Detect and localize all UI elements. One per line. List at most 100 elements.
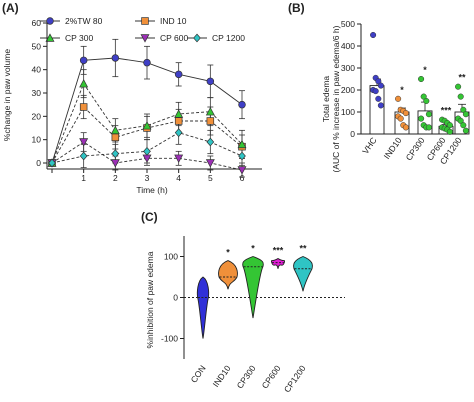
panel-b-x-tick-label: IND10 <box>382 135 404 161</box>
panel-c-violins: CON * IND10 * CP300 *** CP600 ** CP1200 <box>189 244 313 394</box>
panel-c-significance: * <box>251 244 255 254</box>
panel-a-data-point <box>111 133 120 142</box>
panel-b-x-tick-label: CP300 <box>404 135 427 162</box>
legend-label: CP 300 <box>65 33 93 43</box>
panel-b-ylabel-line1: Total edema <box>321 76 331 123</box>
panel-b-data-point <box>455 83 462 90</box>
panel-a-data-point <box>142 121 152 130</box>
panel-b-data-point <box>462 111 469 118</box>
panel-a-xlabel: Time (h) <box>136 185 167 195</box>
panel-b-y-tick-label: 100 <box>341 107 355 117</box>
panel-b-data-point <box>457 93 464 100</box>
panel-b-data-point <box>423 97 430 105</box>
panel-c-violin <box>270 258 286 269</box>
panel-a-series <box>47 38 247 178</box>
panel-a-data-point <box>174 70 183 79</box>
panel-c-significance: * <box>226 248 230 258</box>
panel-c-violin <box>242 256 264 319</box>
legend-label: CP 1200 <box>212 33 245 43</box>
panel-c-significance: *** <box>273 246 284 256</box>
legend-marker <box>45 33 55 42</box>
panel-b-y-tick-label: 200 <box>341 85 355 95</box>
panel-b-data-point <box>420 93 427 100</box>
panel-a-x-tick-label: 6 <box>240 173 245 183</box>
panel-b-bars: VHC*IND10*CP300***CP600**CP1200 <box>360 31 470 166</box>
panel-a-data-point <box>79 138 89 147</box>
panel-a-y-tick-label: 40 <box>32 65 42 75</box>
panel-b-data-point <box>375 78 382 85</box>
panel-a-ylabel: %change in paw volume <box>2 49 12 141</box>
panel-b-data-point <box>460 122 467 129</box>
legend-label: IND 10 <box>160 16 187 26</box>
panel-b-data-point <box>402 110 409 117</box>
panel-c-y-tick-label: -100 <box>161 334 178 344</box>
panel-c: (C) -100 0 100 CON * IND10 * CP300 *** CP600 ** CP… <box>141 210 345 394</box>
panel-a-data-point <box>143 58 151 67</box>
panel-a-data-point <box>79 151 88 161</box>
panel-b-y-tick-label: 500 <box>341 19 355 29</box>
panel-b-significance: * <box>423 65 427 75</box>
panel-b-data-point <box>397 115 404 122</box>
panel-a-data-point <box>237 139 247 149</box>
panel-b-data-point <box>446 128 453 135</box>
panel-c-axes: -100 0 100 <box>161 236 345 359</box>
panel-a-data-point <box>206 117 215 125</box>
panel-c-y-tick-label: 100 <box>164 252 178 262</box>
panel-a-legend: 2%TW 80 IND 10 CP 300 CP 600 CP 1200 <box>40 16 245 43</box>
legend-marker <box>193 33 201 43</box>
panel-a-data-point <box>79 79 89 88</box>
panel-c-x-tick-label: CP300 <box>235 363 258 390</box>
panel-a-x-tick-label: 1 <box>81 173 86 183</box>
panel-b-data-point <box>395 95 402 102</box>
panel-b-y-tick-label: 0 <box>350 129 355 139</box>
legend-marker <box>46 17 54 25</box>
panel-b-significance: ** <box>458 73 466 83</box>
panel-b-data-point <box>446 122 453 129</box>
panel-a-y-tick-label: 60 <box>32 18 42 28</box>
panel-a-data-point <box>174 128 183 138</box>
panel-a-data-point <box>237 166 247 175</box>
panel-b-data-point <box>460 106 467 113</box>
panel-a-data-point <box>111 149 120 159</box>
panel-a-x-tick-label: 3 <box>145 173 150 183</box>
panel-c-letter: (C) <box>141 210 158 224</box>
panel-a: (A) 2%TW 80 IND 10 CP 300 CP 600 CP 1200 0 10… <box>2 1 262 195</box>
panel-c-ylabel: %inhibition of paw edema <box>145 251 155 348</box>
panel-b-data-point <box>372 88 379 95</box>
panel-b-significance: * <box>400 85 404 95</box>
panel-a-y-tick-label: 20 <box>32 111 42 121</box>
panel-a-data-point <box>174 117 183 125</box>
legend-label: 2%TW 80 <box>65 16 103 26</box>
panel-b-y-tick-label: 400 <box>341 41 355 51</box>
panel-c-y-tick-label: 0 <box>173 293 178 303</box>
legend-label: CP 600 <box>160 33 188 43</box>
panel-a-data-point <box>238 100 246 109</box>
panel-b-data-point <box>377 82 384 89</box>
panel-b-letter: (B) <box>288 1 305 15</box>
panel-b-data-point <box>425 111 432 118</box>
panel-a-data-point <box>205 107 215 116</box>
panel-a-x-tick-label: 5 <box>208 173 213 183</box>
panel-b-data-point <box>457 117 464 124</box>
panel-c-significance: ** <box>299 244 307 254</box>
panel-b-data-point <box>418 75 425 83</box>
panel-c-x-tick-label: CP600 <box>260 363 283 390</box>
panel-b-y-tick-label: 300 <box>341 63 355 73</box>
panel-b-data-point <box>370 31 377 39</box>
panel-a-data-point <box>174 154 184 163</box>
panel-a-data-point <box>206 77 215 86</box>
legend-marker <box>140 34 150 43</box>
panel-a-data-point <box>238 151 246 161</box>
panel-a-data-point <box>79 56 88 65</box>
panel-a-y-tick-label: 50 <box>32 41 42 51</box>
panel-c-x-tick-label: IND10 <box>211 363 233 389</box>
panel-a-data-point <box>174 109 184 118</box>
panel-a-data-point <box>206 137 215 147</box>
panel-a-letter: (A) <box>2 1 19 15</box>
panel-b-data-point <box>462 127 469 134</box>
panel-a-data-point <box>143 146 151 156</box>
panel-a-y-tick-label: 0 <box>36 158 41 168</box>
panel-b-data-point <box>402 124 409 131</box>
